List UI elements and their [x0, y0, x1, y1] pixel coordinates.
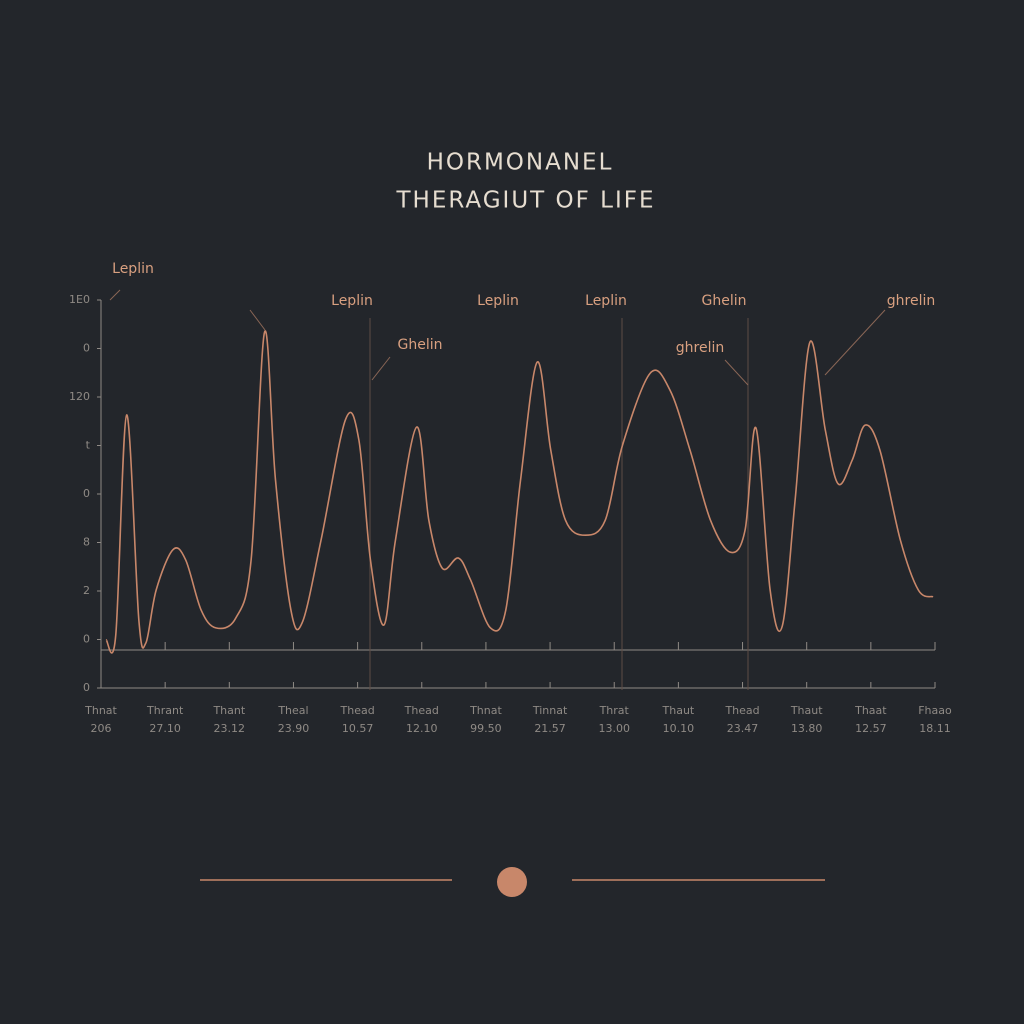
annotation: Ghelin — [702, 293, 747, 309]
ornament — [497, 867, 527, 897]
y-tick-label: 120 — [69, 390, 90, 403]
x-tick-sublabel: 12.10 — [406, 722, 438, 735]
x-tick-sublabel: 13.80 — [791, 722, 823, 735]
x-tick-label: Thead — [404, 704, 439, 717]
annotation-pointer — [371, 356, 391, 381]
chart-title: HORMONANEL — [427, 150, 614, 176]
x-tick-label: Tinnat — [532, 704, 568, 717]
y-tick-label: 0 — [83, 633, 90, 646]
y-tick-label: 0 — [83, 681, 90, 694]
x-tick-label: Thead — [340, 704, 375, 717]
annotation: Leplin — [477, 293, 519, 309]
x-tick-sublabel: 21.57 — [534, 722, 566, 735]
annotation-pointer — [824, 309, 886, 376]
annotation: Leplin — [112, 261, 154, 277]
chart-subtitle: THERAGIUT OF LIFE — [395, 188, 655, 214]
y-tick-label: 8 — [83, 536, 90, 549]
annotation-pointer — [249, 309, 266, 331]
x-tick-sublabel: 27.10 — [149, 722, 181, 735]
annotation: ghrelin — [676, 340, 724, 356]
annotation: Leplin — [331, 293, 373, 309]
x-tick-label: Fhaao — [918, 704, 952, 717]
x-tick-sublabel: 12.57 — [855, 722, 887, 735]
x-tick-label: Theal — [277, 704, 308, 717]
x-tick-sublabel: 99.50 — [470, 722, 502, 735]
x-tick-sublabel: 10.10 — [663, 722, 695, 735]
annotation: Leplin — [585, 293, 627, 309]
x-tick-sublabel: 206 — [91, 722, 112, 735]
x-tick-sublabel: 23.12 — [214, 722, 246, 735]
annotation: ghrelin — [887, 293, 935, 309]
x-tick-label: Thnat — [84, 704, 117, 717]
x-tick-sublabel: 23.90 — [278, 722, 310, 735]
annotation-pointer — [724, 359, 749, 386]
y-tick-label: t — [86, 439, 91, 452]
y-tick-label: 2 — [83, 584, 90, 597]
y-tick-label: 0 — [83, 342, 90, 355]
x-tick-sublabel: 10.57 — [342, 722, 374, 735]
y-tick-label: 1E0 — [69, 293, 90, 306]
y-tick-label: 0 — [83, 487, 90, 500]
x-tick-label: Thaut — [790, 704, 823, 717]
x-tick-sublabel: 13.00 — [598, 722, 630, 735]
x-tick-sublabel: 23.47 — [727, 722, 759, 735]
x-tick-label: Thaut — [662, 704, 695, 717]
annotation: Ghelin — [398, 337, 443, 353]
annotation-pointer — [109, 289, 121, 301]
x-tick-label: Thead — [724, 704, 759, 717]
x-tick-label: Thaat — [854, 704, 887, 717]
x-tick-label: Thnat — [469, 704, 502, 717]
data-line — [105, 330, 934, 654]
x-tick-label: Thrant — [146, 704, 184, 717]
x-tick-label: Thant — [212, 704, 245, 717]
x-tick-sublabel: 18.11 — [919, 722, 951, 735]
x-tick-label: Thrat — [599, 704, 630, 717]
